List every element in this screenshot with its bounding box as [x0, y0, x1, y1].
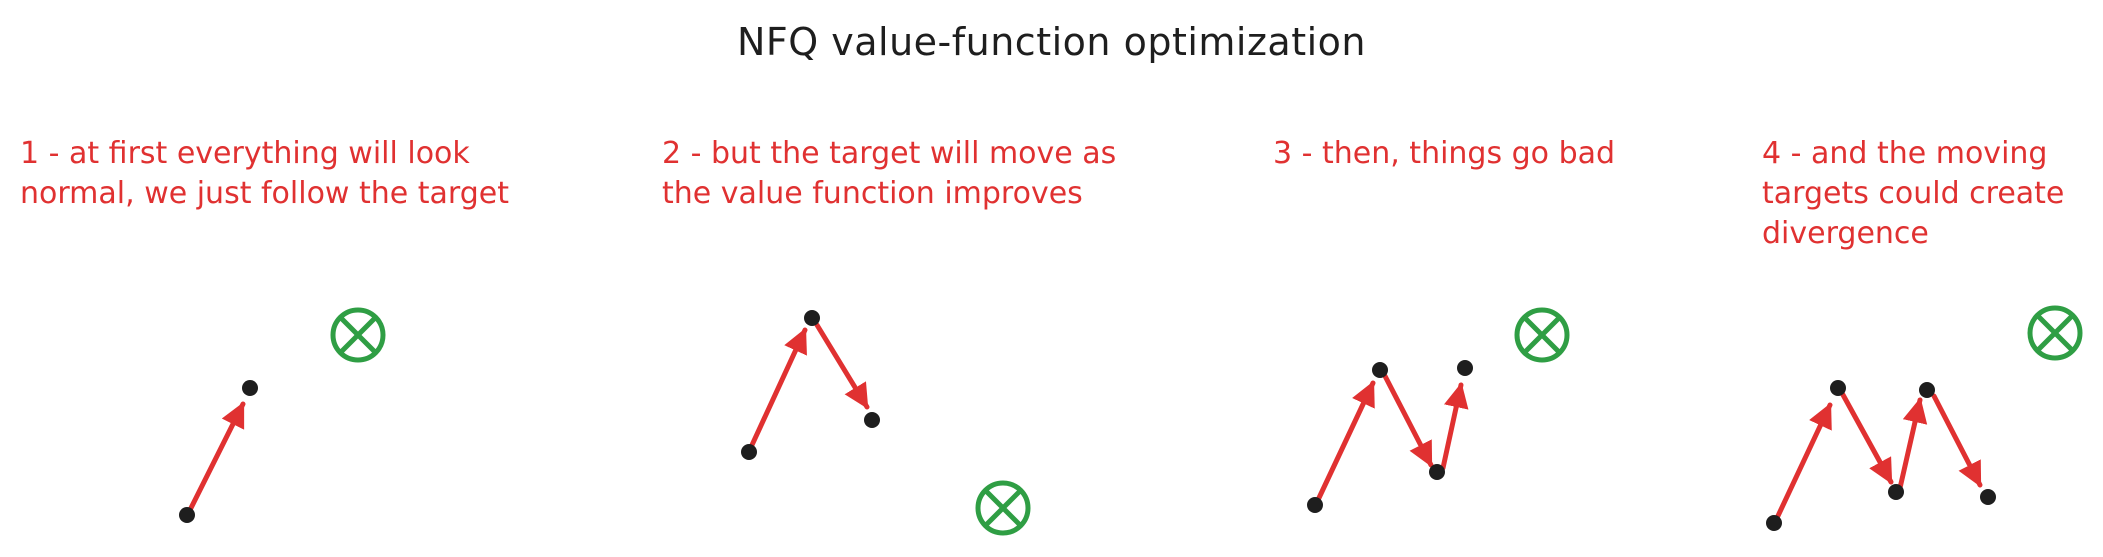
update-arrow: [1774, 402, 1833, 521]
update-arrow: [1382, 373, 1434, 468]
target-icon: [2027, 305, 2083, 361]
value-point: [242, 380, 258, 396]
diagram-title: NFQ value-function optimization: [736, 20, 1366, 64]
panel-1-caption: 1 - at first everything will look normal…: [20, 136, 509, 211]
value-point: [1457, 360, 1473, 376]
value-point: [1888, 484, 1904, 500]
panel-3: [1307, 307, 1570, 513]
target-icon: [1514, 307, 1570, 363]
value-point: [1980, 489, 1996, 505]
value-point: [1830, 380, 1846, 396]
update-arrow: [1931, 393, 1983, 488]
value-point: [1919, 382, 1935, 398]
value-point: [864, 412, 880, 428]
update-arrow: [187, 401, 246, 513]
update-arrow: [1839, 390, 1894, 485]
target-icon: [330, 307, 386, 363]
value-point: [804, 310, 820, 326]
panel-4-caption: 4 - and the moving targets could create …: [1762, 136, 2065, 251]
value-point: [1429, 464, 1445, 480]
target-icon: [975, 480, 1031, 536]
update-arrow: [1440, 382, 1469, 471]
value-point: [1372, 362, 1388, 378]
panel-2: [741, 310, 1031, 536]
panel-4: [1766, 305, 2083, 531]
update-arrow: [1897, 397, 1928, 491]
panel-1: [179, 307, 386, 523]
panel-2-caption: 2 - but the target will move as the valu…: [662, 136, 1117, 211]
panel-3-caption: 3 - then, things go bad: [1273, 136, 1616, 171]
update-arrow: [1315, 380, 1376, 503]
value-point: [1307, 497, 1323, 513]
value-point: [1766, 515, 1782, 531]
value-point: [741, 444, 757, 460]
value-point: [179, 507, 195, 523]
update-arrow: [814, 322, 870, 410]
update-arrow: [749, 327, 808, 448]
